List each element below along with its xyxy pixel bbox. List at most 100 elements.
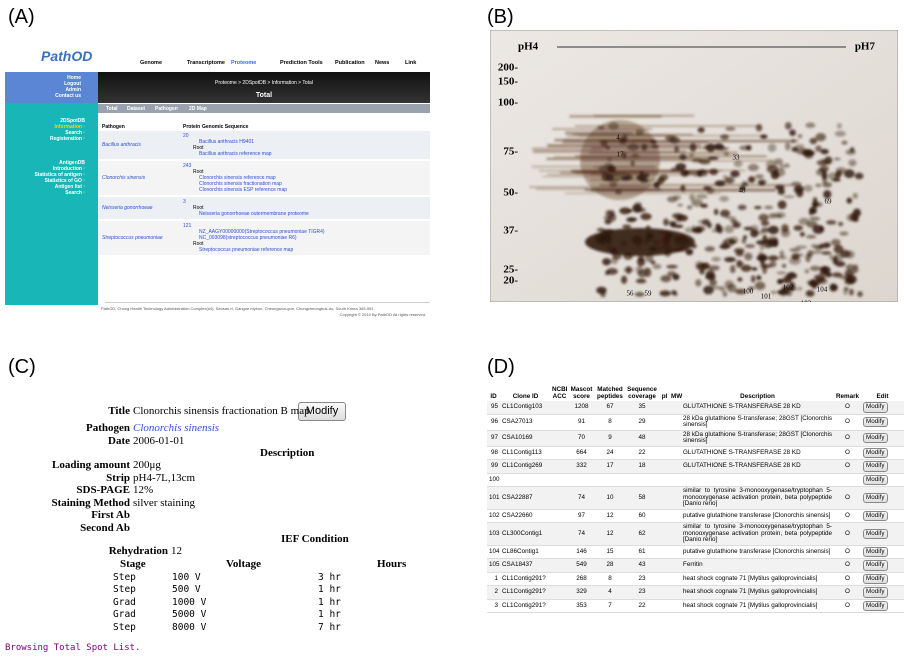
nav-item[interactable]: Prediction Tools — [280, 60, 323, 66]
side-link[interactable]: Registeration · — [5, 136, 85, 142]
table-cell: O — [834, 509, 861, 523]
modify-button[interactable]: Modify — [863, 587, 888, 598]
ief-cell: Grad — [113, 609, 136, 620]
user-link[interactable]: Contact us — [5, 93, 81, 99]
nav-item[interactable]: Transcriptome — [187, 60, 225, 66]
gel-spot — [806, 280, 812, 284]
modify-button[interactable]: Modify — [863, 601, 888, 612]
table-cell: CL1Contig291? — [500, 599, 551, 613]
gel-spot — [748, 176, 755, 183]
modify-button[interactable]: Modify — [863, 461, 888, 472]
gel-spot — [760, 242, 764, 251]
column-header: Remark — [834, 385, 861, 401]
field-value: Clonorchis sinensis fractionation B map — [133, 405, 310, 417]
gel-spot — [820, 158, 830, 163]
gel-spot — [838, 222, 843, 226]
gel-spot — [666, 265, 678, 269]
spot-label: 56 — [627, 290, 635, 298]
gel-spot — [755, 282, 766, 290]
nav-item[interactable]: Publication — [335, 60, 365, 66]
gel-spot — [675, 163, 686, 170]
modify-button[interactable]: Modify — [863, 574, 888, 585]
spot-list-link[interactable]: Browsing Total Spot List. — [5, 643, 140, 653]
table-row: 96CSA270139182928 kDa glutathione S-tran… — [487, 414, 904, 430]
spot-label: 102 — [783, 284, 794, 292]
protein-count[interactable]: 243 — [183, 163, 191, 169]
gel-image: pH4pH7200-150-100-75-50-37-25-20-4173348… — [490, 30, 898, 302]
tab[interactable]: Total — [106, 106, 118, 112]
modify-button[interactable]: Modify — [863, 402, 888, 413]
tab[interactable]: 2D Map — [189, 106, 207, 112]
tab[interactable]: Dataset — [127, 106, 145, 112]
modify-button[interactable]: Modify — [863, 448, 888, 459]
field-value[interactable]: Clonorchis sinensis — [133, 422, 219, 434]
gel-spot — [707, 222, 712, 228]
gel-spot — [611, 257, 618, 264]
gel-spot — [834, 157, 841, 160]
gel-spot — [815, 184, 821, 188]
gel-spot — [706, 143, 715, 152]
protein-count[interactable]: 121 — [183, 223, 191, 229]
modify-button[interactable]: Modify — [863, 433, 888, 444]
table-row: 98CL1Contig1136642422GLUTATHIONE S-TRANS… — [487, 446, 904, 460]
gel-spot — [672, 213, 683, 218]
modify-button[interactable]: Modify — [863, 475, 888, 486]
breadcrumb: Proteome > 2DSpotDB > Information > Tota… — [98, 80, 430, 86]
table-cell — [670, 509, 681, 523]
modify-button[interactable]: Modify — [863, 493, 888, 504]
table-cell — [670, 523, 681, 546]
modify-button[interactable]: Modify — [863, 529, 888, 540]
pathogen-link[interactable]: Clonorchis sinensis — [102, 175, 145, 181]
modify-button[interactable]: Modify — [863, 560, 888, 571]
pathogen-link[interactable]: Bacillus anthracis — [102, 142, 141, 148]
logo: PathOD — [41, 48, 92, 64]
column-header: Sequence coverage — [625, 385, 659, 401]
table-cell: O — [834, 430, 861, 446]
table-cell: 104 — [487, 545, 500, 559]
nav-item[interactable]: Proteome — [231, 60, 256, 66]
ph-label: pH7 — [855, 41, 876, 53]
gel-spot — [606, 210, 615, 213]
table-cell — [551, 523, 568, 546]
gel-spot — [640, 213, 651, 220]
tree-item[interactable]: Neisseria gonorrhoeae outermembrane prot… — [199, 211, 309, 217]
table-cell: 3 — [487, 599, 500, 613]
table-row: 104CL86Contig11461561putative glutathion… — [487, 545, 904, 559]
column-header: Edit — [861, 385, 904, 401]
table-cell — [551, 430, 568, 446]
gel-spot — [831, 284, 838, 291]
pathogen-link[interactable]: Neisseria gonorrhoeae — [102, 205, 153, 211]
column-header: MW — [670, 385, 681, 401]
tab[interactable]: Pathogen — [155, 106, 178, 112]
protein-count[interactable]: 20 — [183, 133, 189, 139]
nav-item[interactable]: News — [375, 60, 389, 66]
modify-button[interactable]: Modify — [863, 417, 888, 428]
table-row: 95CL1Contig10312086735GLUTATHIONE S-TRAN… — [487, 401, 904, 414]
table-cell: heat shock cognate 71 [Mytilus galloprov… — [681, 572, 834, 586]
tree-item[interactable]: Clonorchis sinensis ESP reference map — [199, 187, 287, 193]
nav-item[interactable]: Link — [405, 60, 416, 66]
side-link[interactable]: Search · — [5, 190, 85, 196]
tree-item[interactable]: NC_003098(streptococcus pneumoniae R6) — [199, 235, 297, 241]
edit-cell: Modify — [861, 414, 904, 430]
gel-spot — [699, 159, 711, 164]
table-cell — [670, 559, 681, 573]
nav-item[interactable]: Genome — [140, 60, 162, 66]
modify-button[interactable]: Modify — [863, 547, 888, 558]
table-cell: GLUTATHIONE S-TRANSFERASE 28 KD — [681, 460, 834, 474]
pathogen-link[interactable]: Streptococcus pneumoniae — [102, 235, 163, 241]
edit-cell: Modify — [861, 460, 904, 474]
gel-spot — [784, 164, 790, 168]
gel-spot — [660, 290, 671, 296]
mw-marker: 50- — [503, 187, 518, 199]
protein-count[interactable]: 3 — [183, 199, 186, 205]
gel-spot — [723, 291, 728, 296]
table-cell: 22 — [625, 446, 659, 460]
modify-button[interactable]: Modify — [863, 511, 888, 522]
tree-item[interactable]: Streptococcus pneumoniae reference map — [199, 247, 293, 253]
gel-spot — [756, 124, 762, 132]
tree-item[interactable]: Bacillus anthracis reference map — [199, 151, 272, 157]
table-cell — [500, 473, 551, 487]
gel-spot — [708, 157, 719, 160]
tree-item[interactable]: Bacillus anthracis H9401 — [199, 139, 254, 145]
